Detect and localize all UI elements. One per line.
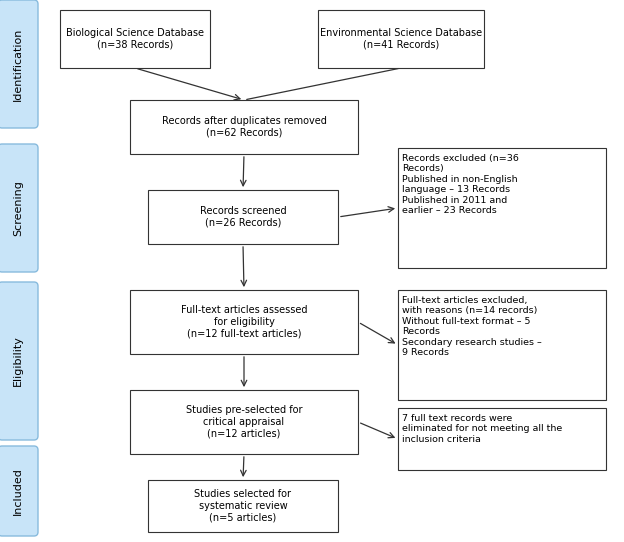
Text: Records after duplicates removed
(n=62 Records): Records after duplicates removed (n=62 R… bbox=[162, 116, 326, 138]
Text: Records excluded (n=36
Records)
Published in non-English
language – 13 Records
P: Records excluded (n=36 Records) Publishe… bbox=[402, 154, 519, 215]
Bar bbox=[148, 480, 338, 532]
Bar bbox=[148, 190, 338, 244]
Text: Records screened
(n=26 Records): Records screened (n=26 Records) bbox=[200, 206, 286, 228]
FancyBboxPatch shape bbox=[0, 446, 38, 536]
Bar bbox=[398, 148, 606, 268]
Text: 7 full text records were
eliminated for not meeting all the
inclusion criteria: 7 full text records were eliminated for … bbox=[402, 414, 562, 444]
Text: Full-text articles excluded,
with reasons (n=14 records)
Without full-text forma: Full-text articles excluded, with reason… bbox=[402, 296, 542, 357]
Text: Identification: Identification bbox=[13, 27, 23, 101]
Text: Studies pre-selected for
critical appraisal
(n=12 articles): Studies pre-selected for critical apprai… bbox=[186, 405, 302, 438]
FancyBboxPatch shape bbox=[0, 144, 38, 272]
Text: Full-text articles assessed
for eligibility
(n=12 full-text articles): Full-text articles assessed for eligibil… bbox=[181, 305, 307, 339]
FancyBboxPatch shape bbox=[0, 0, 38, 128]
Text: Biological Science Database
(n=38 Records): Biological Science Database (n=38 Record… bbox=[66, 28, 204, 50]
FancyBboxPatch shape bbox=[0, 282, 38, 440]
Bar bbox=[398, 290, 606, 400]
Text: Eligibility: Eligibility bbox=[13, 335, 23, 386]
Text: Studies selected for
systematic review
(n=5 articles): Studies selected for systematic review (… bbox=[195, 489, 291, 522]
Bar bbox=[60, 10, 210, 68]
Bar bbox=[130, 390, 358, 454]
Text: Environmental Science Database
(n=41 Records): Environmental Science Database (n=41 Rec… bbox=[320, 28, 482, 50]
Bar bbox=[318, 10, 484, 68]
Bar bbox=[398, 408, 606, 470]
Text: Screening: Screening bbox=[13, 180, 23, 236]
Bar bbox=[130, 290, 358, 354]
Bar bbox=[130, 100, 358, 154]
Text: Included: Included bbox=[13, 467, 23, 515]
